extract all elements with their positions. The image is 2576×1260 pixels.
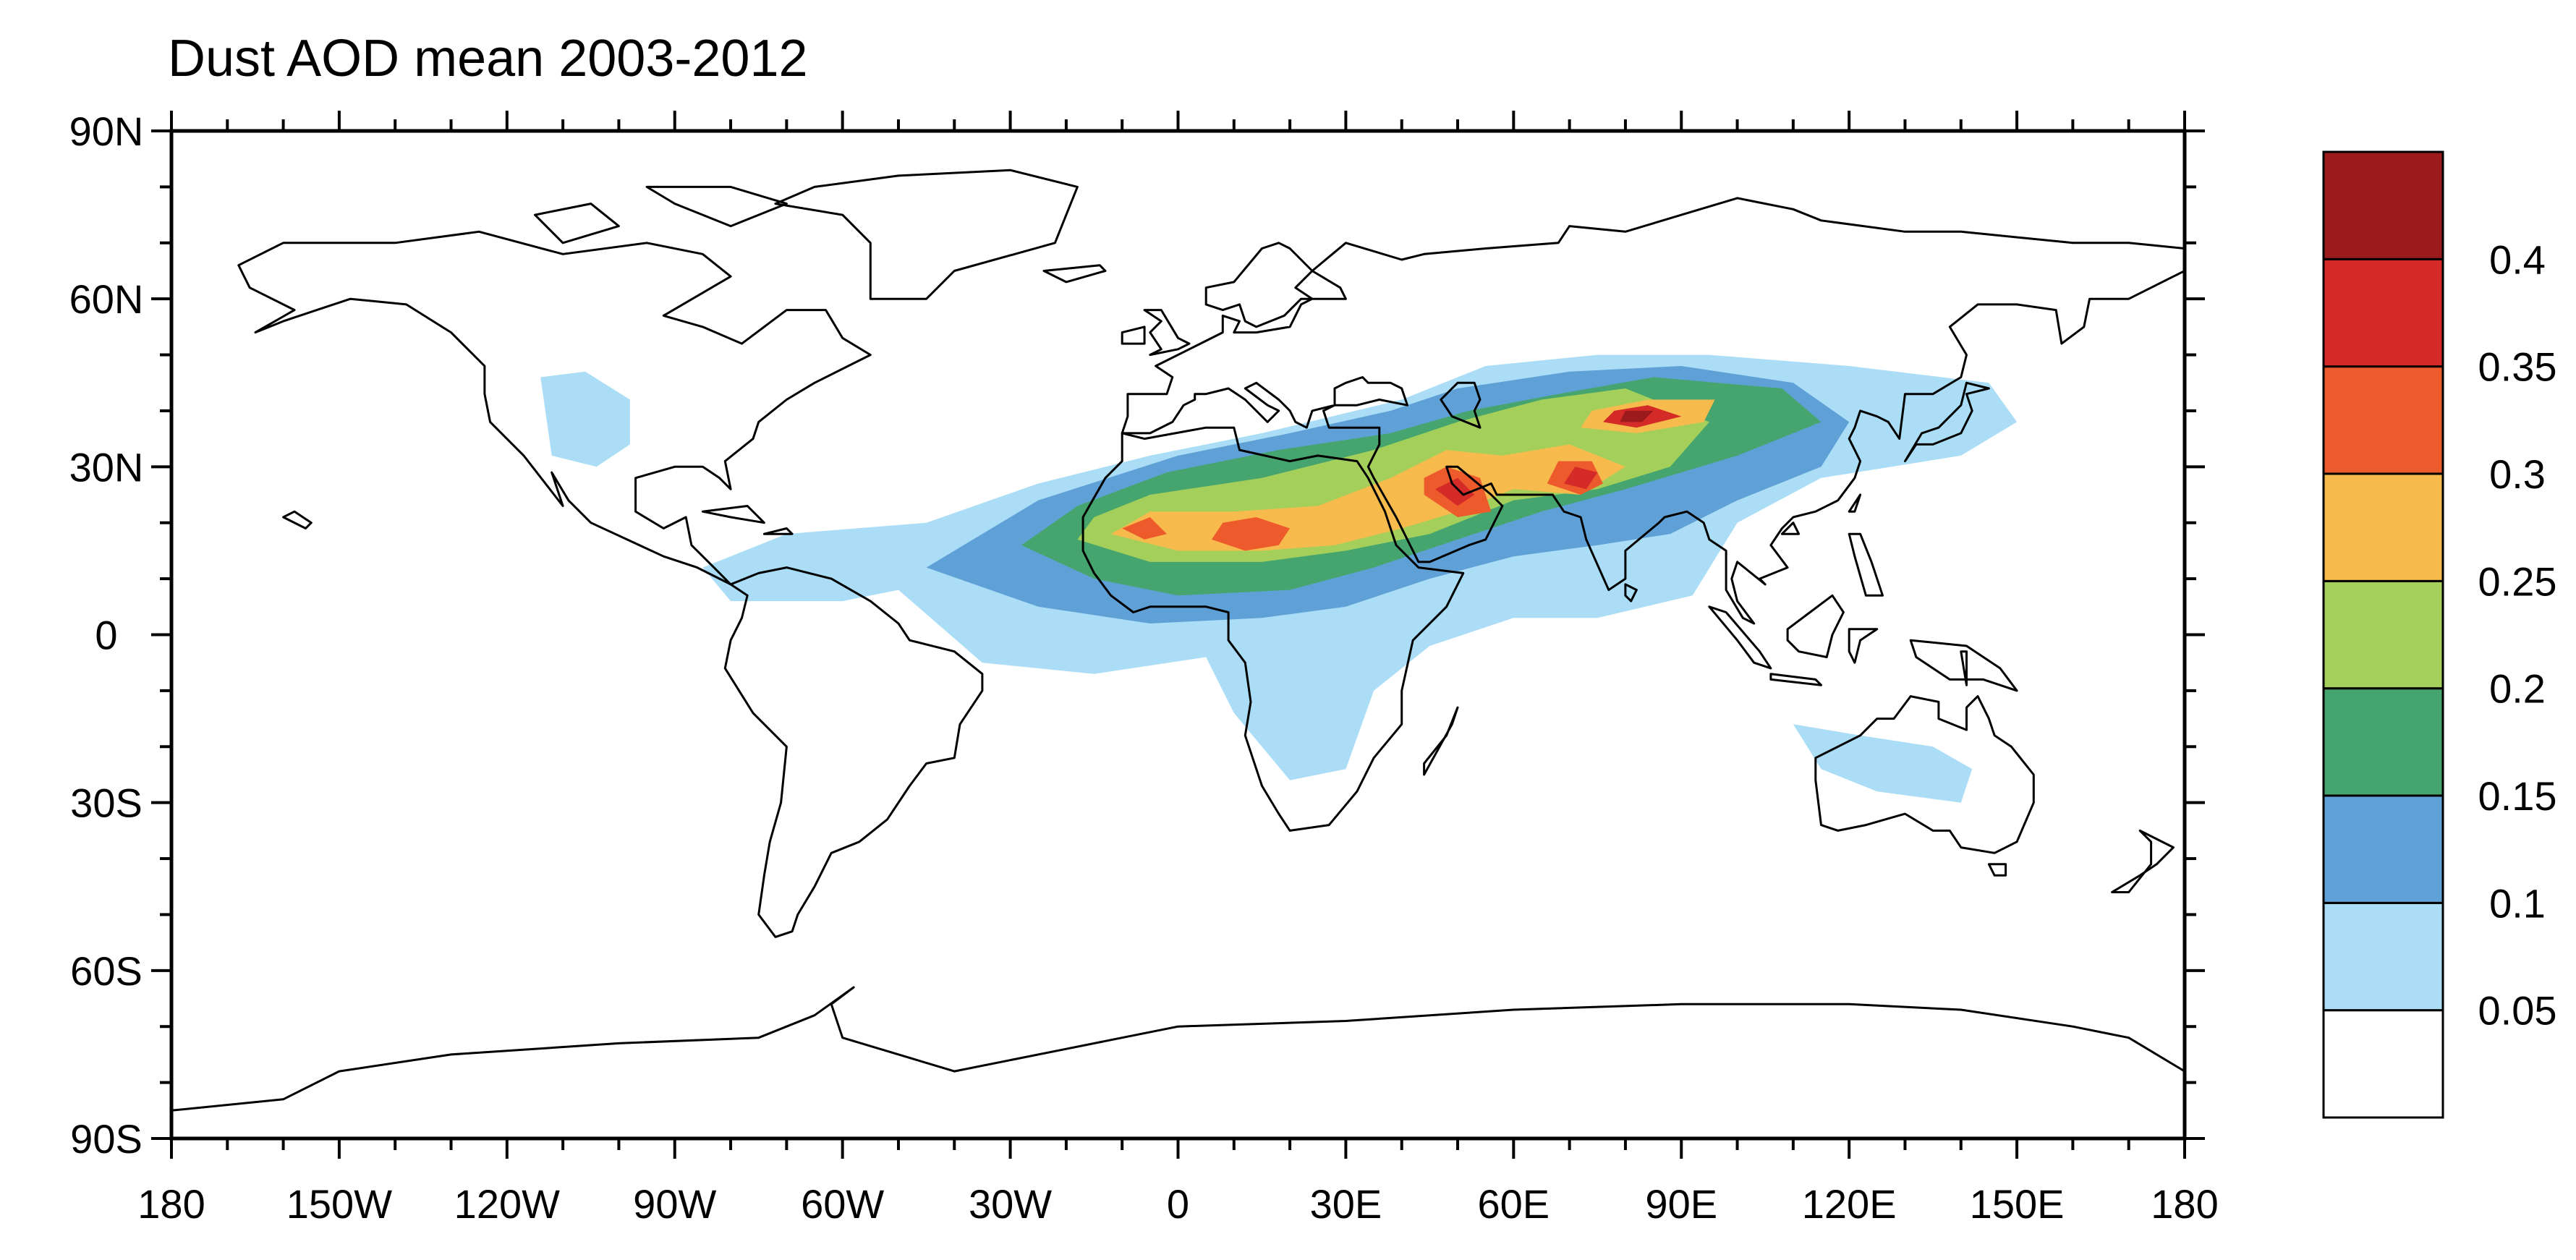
- y-tick-label: 30S: [70, 780, 143, 826]
- coastline: [1780, 522, 1801, 535]
- x-tick-label: 0: [1167, 1181, 1189, 1227]
- colorbar-box: [2322, 257, 2444, 368]
- coastline: [1960, 650, 1968, 686]
- coastline: [534, 203, 620, 244]
- coastline: [774, 169, 1079, 300]
- x-tick-label: 120E: [1802, 1181, 1897, 1227]
- coastline: [1786, 594, 1845, 658]
- coastline-layer: [171, 169, 2185, 1138]
- coastline: [762, 527, 794, 535]
- x-tick-label: 30W: [969, 1181, 1052, 1227]
- coastline: [1848, 532, 1884, 597]
- coastline: [1769, 673, 1822, 686]
- x-tick-label: 90E: [1645, 1181, 1717, 1227]
- colorbar-label: 0.4: [2489, 237, 2546, 282]
- colorbar-label: 0.3: [2489, 451, 2546, 497]
- colorbar-box: [2322, 794, 2444, 904]
- colorbar-box: [2322, 901, 2444, 1012]
- colorbar-box: [2322, 579, 2444, 690]
- x-tick-label: 180: [2151, 1181, 2218, 1227]
- x-tick-label: 120W: [454, 1181, 560, 1227]
- coastline: [701, 505, 765, 524]
- x-tick-label: 90W: [633, 1181, 716, 1227]
- coastline: [1624, 583, 1638, 603]
- y-tick-label: 0: [95, 613, 117, 658]
- coastline: [1121, 325, 1146, 345]
- x-tick-label: 150E: [1970, 1181, 2065, 1227]
- coastline: [1708, 605, 1772, 670]
- coastline: [237, 230, 872, 586]
- coastline: [1848, 628, 1879, 664]
- x-tick-label: 60E: [1478, 1181, 1550, 1227]
- dust-plume-level-0: [540, 371, 630, 467]
- colorbar-label: 0.15: [2478, 773, 2557, 819]
- coastline: [1440, 381, 1482, 429]
- dust-plume-level-5: [1122, 517, 1167, 540]
- y-tick-label: 90N: [69, 108, 144, 154]
- colorbar-box: [2322, 1009, 2444, 1119]
- dust-plume-level-0: [1793, 724, 1973, 803]
- coastline: [1848, 493, 1862, 513]
- colorbar-label: 0.25: [2478, 558, 2557, 604]
- y-tick-label: 60N: [69, 276, 144, 322]
- coastline: [1909, 639, 2018, 692]
- x-tick-label: 180: [137, 1181, 205, 1227]
- dust-plume-level-5: [1211, 517, 1291, 551]
- plot-title: Dust AOD mean 2003-2012: [168, 30, 808, 88]
- y-tick-label: 90S: [70, 1116, 143, 1162]
- coastline: [723, 566, 984, 938]
- colorbar-box: [2322, 150, 2444, 260]
- y-tick-label: 60S: [70, 948, 143, 994]
- colorbar-box: [2322, 472, 2444, 582]
- colorbar-box: [2322, 687, 2444, 797]
- x-tick-label: 150W: [286, 1181, 392, 1227]
- coastline: [1121, 197, 2185, 625]
- colorbar-label: 0.05: [2478, 988, 2557, 1034]
- dust-plume-layer: [540, 354, 2018, 803]
- coastline: [2111, 829, 2175, 893]
- coastline: [1042, 264, 1107, 284]
- axis-ticks: 180 150W 120W 90W 60W 30W 0 30E 60E 90E 120E 150E 18…: [69, 108, 2219, 1227]
- coastline: [282, 510, 313, 529]
- colorbar-box: [2322, 365, 2444, 475]
- dust-plume-level-7: [1620, 410, 1654, 422]
- coastline: [1987, 863, 2007, 877]
- coastline: [171, 986, 2185, 1138]
- coastline: [1904, 381, 1990, 463]
- coastline: [1814, 695, 2035, 854]
- coastline: [1423, 706, 1459, 776]
- dust-plume-level-6: [1435, 477, 1475, 506]
- y-tick-label: 30N: [69, 444, 144, 490]
- colorbar-label: 0.35: [2478, 344, 2557, 390]
- coastline: [1081, 426, 1465, 832]
- colorbar-label: 0.1: [2489, 880, 2546, 926]
- coastline: [1143, 309, 1191, 357]
- x-tick-label: 30E: [1310, 1181, 1382, 1227]
- colorbar-label: 0.2: [2489, 666, 2546, 712]
- colorbar: 0.05 0.1 0.15 0.2 0.25 0.3 0.35 0.4: [2322, 150, 2557, 1119]
- dust-plume-level-6: [1563, 467, 1598, 490]
- x-tick-label: 60W: [801, 1181, 884, 1227]
- coastline: [645, 185, 788, 228]
